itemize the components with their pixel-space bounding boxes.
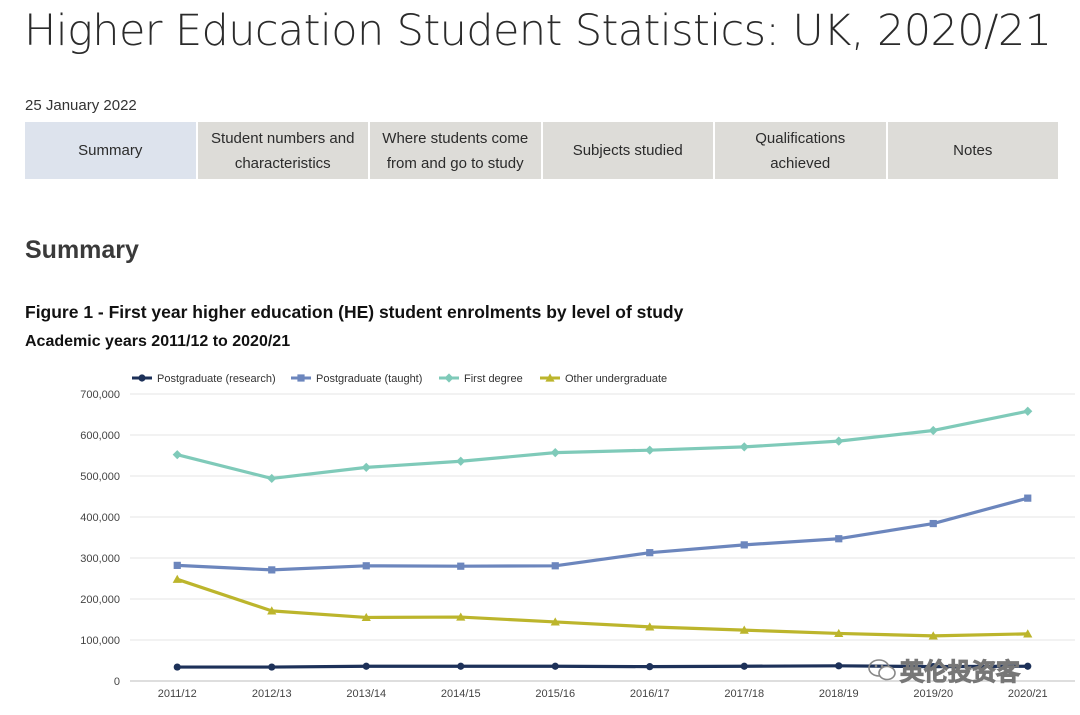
data-point — [740, 662, 748, 670]
tab-qualifications-achieved[interactable]: Qualifications achieved — [715, 122, 888, 179]
data-point — [361, 462, 371, 472]
data-point — [173, 561, 181, 569]
legend-marker — [545, 373, 555, 382]
x-tick-label: 2019/20 — [913, 688, 953, 700]
x-tick-label: 2014/15 — [441, 688, 481, 700]
tab-summary[interactable]: Summary — [25, 122, 198, 179]
legend-label: Postgraduate (taught) — [316, 373, 422, 385]
data-point — [929, 519, 937, 528]
data-point — [550, 617, 560, 626]
tab-bar: Summary Student numbers and characterist… — [25, 122, 1058, 179]
data-point — [1024, 662, 1032, 670]
publication-date: 25 January 2022 — [25, 97, 137, 114]
x-tick-label: 2015/16 — [535, 688, 575, 700]
tab-student-numbers[interactable]: Student numbers and characteristics — [197, 122, 370, 179]
figure-subtitle: Academic years 2011/12 to 2020/21 — [25, 333, 291, 350]
y-tick-label: 200,000 — [80, 594, 120, 606]
data-point — [835, 662, 843, 670]
y-tick-label: 700,000 — [80, 389, 120, 401]
data-point — [646, 663, 654, 671]
tab-notes[interactable]: Notes — [887, 122, 1058, 179]
data-point — [550, 448, 560, 458]
data-point — [172, 450, 182, 460]
data-point — [268, 566, 276, 574]
data-point — [551, 562, 559, 570]
figure-title: Figure 1 - First year higher education (… — [25, 302, 684, 322]
data-point — [456, 456, 466, 466]
data-point — [645, 445, 655, 455]
data-point — [1023, 629, 1033, 638]
legend-label: First degree — [464, 373, 523, 385]
data-point — [1023, 406, 1033, 416]
tab-subjects-studied[interactable]: Subjects studied — [542, 122, 715, 179]
data-point — [456, 612, 466, 621]
y-tick-label: 400,000 — [80, 512, 120, 524]
data-point — [834, 436, 844, 446]
data-point — [928, 631, 938, 640]
data-point — [457, 562, 465, 570]
x-tick-label: 2018/19 — [819, 688, 859, 700]
series-line — [175, 577, 1030, 638]
data-point — [835, 535, 843, 543]
legend-marker — [297, 374, 305, 382]
watermark: 英伦投资客 — [868, 652, 1021, 687]
x-tick-label: 2016/17 — [630, 688, 670, 700]
data-point — [551, 662, 559, 670]
data-point — [172, 574, 182, 583]
data-point — [457, 662, 465, 670]
tab-where-students-come-from[interactable]: Where students come from and go to study — [370, 122, 543, 179]
data-point — [362, 662, 370, 670]
data-point — [267, 606, 277, 615]
data-point — [834, 628, 844, 638]
data-point — [173, 663, 181, 671]
data-point — [1024, 494, 1032, 502]
data-point — [739, 625, 749, 634]
data-point — [268, 663, 276, 671]
y-tick-label: 0 — [114, 676, 120, 688]
y-tick-label: 100,000 — [80, 635, 120, 647]
y-tick-label: 500,000 — [80, 471, 120, 483]
legend-label: Postgraduate (research) — [157, 373, 276, 385]
section-heading: Summary — [25, 236, 139, 264]
legend-label: Other undergraduate — [565, 373, 667, 385]
wechat-icon — [868, 658, 896, 680]
y-tick-label: 300,000 — [80, 553, 120, 565]
series-line — [175, 496, 1030, 572]
data-point — [740, 541, 748, 549]
data-point — [739, 442, 749, 452]
x-tick-label: 2020/21 — [1008, 688, 1048, 700]
legend-marker — [138, 374, 146, 382]
y-tick-label: 600,000 — [80, 430, 120, 442]
x-tick-label: 2017/18 — [724, 688, 764, 700]
x-tick-label: 2011/12 — [158, 688, 197, 700]
data-point — [362, 562, 370, 570]
data-point — [928, 425, 938, 436]
data-point — [646, 549, 654, 557]
data-point — [929, 663, 937, 671]
x-tick-label: 2012/13 — [252, 688, 292, 700]
data-point — [361, 612, 371, 622]
data-point — [267, 473, 277, 484]
data-point — [645, 622, 655, 631]
page-title: Higher Education Student Statistics: UK,… — [24, 6, 1052, 56]
series-line — [175, 409, 1030, 481]
legend-marker — [444, 373, 454, 383]
watermark-text: 英伦投资客 — [900, 659, 1021, 687]
line-chart: 0 100,000 200,000 300,000 400,000 500,000 600,… — [80, 373, 1075, 700]
x-tick-label: 2013/14 — [346, 688, 386, 700]
